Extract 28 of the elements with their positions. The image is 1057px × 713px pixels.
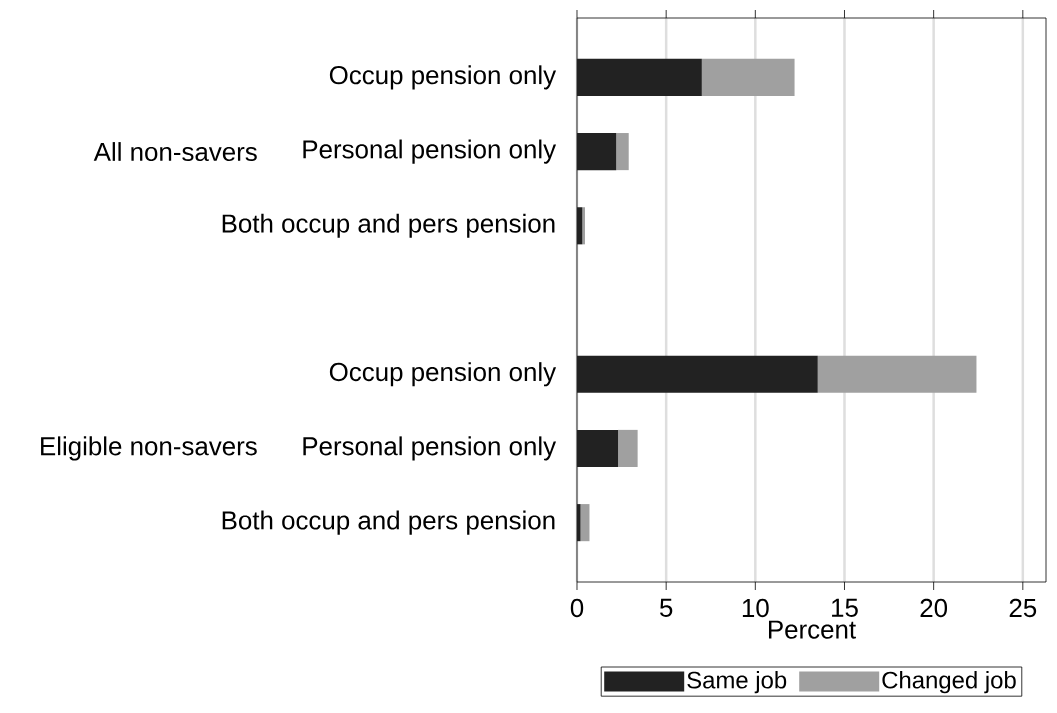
- y-tick-label: Both occup and pers pension: [222, 213, 555, 238]
- y-tick-label: Personal pension only: [303, 139, 557, 164]
- legend-label: Same job: [687, 670, 787, 694]
- bar: [701, 58, 795, 96]
- x-tick-label: 25: [1009, 598, 1037, 618]
- bar: [577, 207, 583, 245]
- y-tick-label: Occup pension only: [329, 65, 557, 90]
- y-tick-label: Occup pension only: [329, 362, 557, 387]
- x-tick-label: 20: [920, 598, 948, 618]
- bar: [616, 133, 629, 171]
- x-tick-label: 5: [659, 598, 673, 617]
- bar: [577, 133, 617, 171]
- y-tick-label: Personal pension only: [303, 436, 557, 461]
- text: Eligible non-savers: [41, 436, 257, 461]
- bar: [577, 429, 619, 467]
- bar: [618, 429, 638, 467]
- x-tick-label: 10: [742, 598, 769, 618]
- legend-label: Changed job: [882, 670, 1016, 694]
- bar: [577, 504, 581, 542]
- y-tick-label: Both occup and pers pension: [222, 510, 555, 535]
- bar: [577, 355, 818, 393]
- bar: [817, 355, 977, 393]
- text: All non-savers: [93, 142, 257, 162]
- x-tick-label: 0: [570, 598, 584, 618]
- bar: [577, 58, 702, 96]
- x-axis-title: Percent: [768, 620, 856, 639]
- x-tick-label: 15: [832, 598, 858, 617]
- bar: [582, 207, 586, 245]
